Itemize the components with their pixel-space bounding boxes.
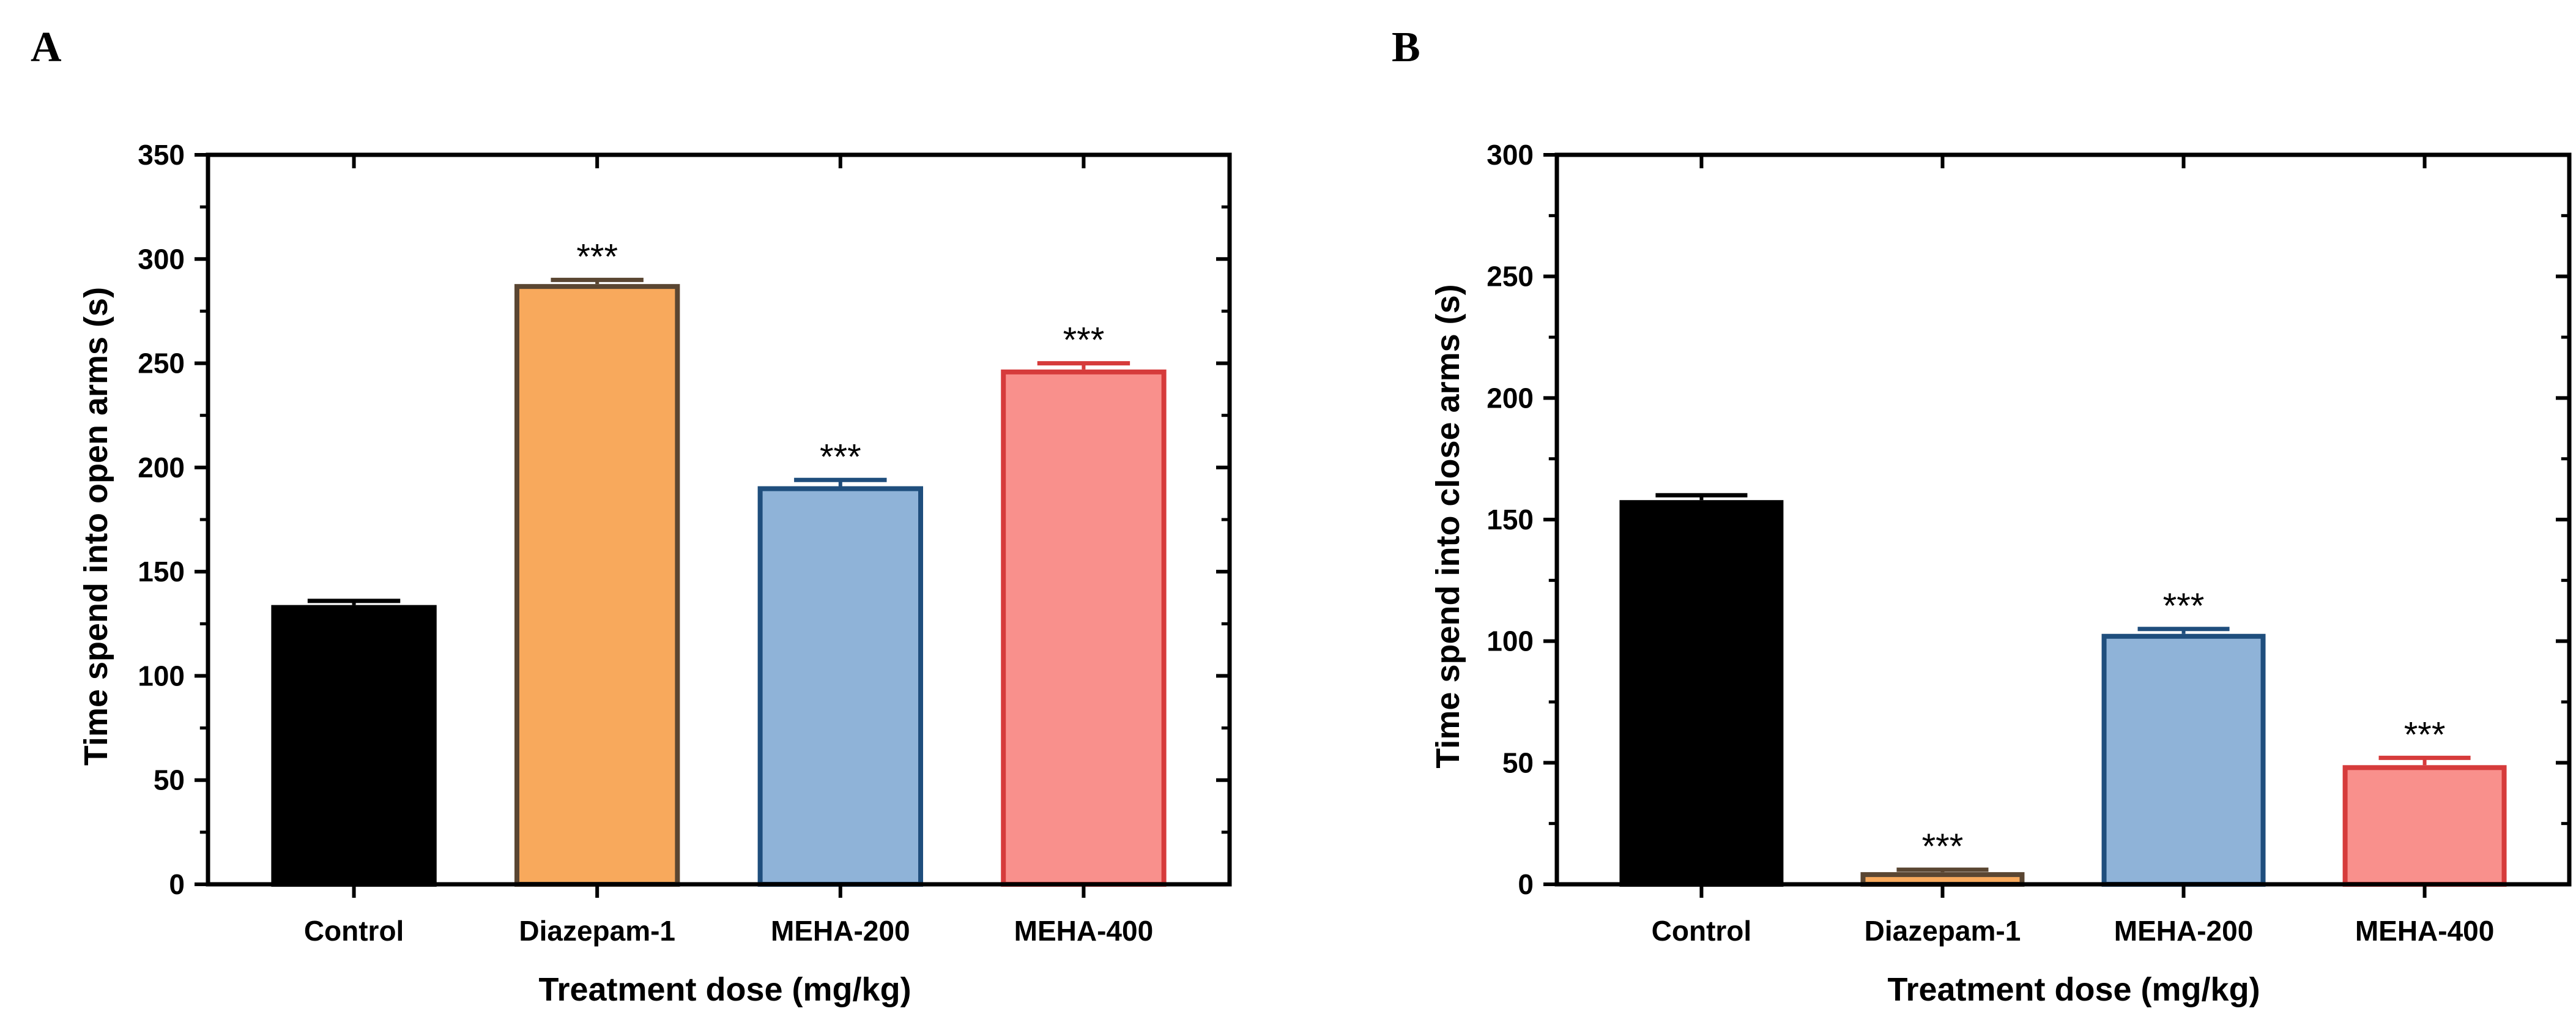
y-tick-label: 100 [1487,625,1534,657]
significance-label: *** [2163,586,2205,626]
y-axis-title: Time spend into close arms (s) [1430,284,1466,768]
bar [2342,765,2507,887]
panel-letter: B [1392,24,1420,71]
bar [757,486,923,887]
y-tick-label: 200 [1487,382,1534,414]
x-axis-title: Treatment dose (mg/kg) [538,971,911,1008]
y-tick-label: 100 [138,660,185,692]
y-tick-label: 200 [138,452,185,483]
x-tick-label: MEHA-400 [2355,915,2495,947]
y-tick-label: 300 [138,243,185,275]
x-tick-label: Diazepam-1 [519,915,675,947]
axes-frame [206,152,1232,887]
x-tick-label: MEHA-200 [771,915,910,947]
panel-a: A Time spend into open arms (s) Treatmen… [31,24,1232,1008]
y-axis-title: Time spend into open arms (s) [78,287,114,766]
plot-area: Control *** Diazepam-1 *** MEHA-200 *** MEHA-4… [1487,139,2572,947]
significance-label: *** [2404,715,2446,755]
plot-area: Control *** Diazepam-1 *** MEHA-200 *** MEHA-4… [138,139,1232,947]
x-tick-label: MEHA-200 [2114,915,2254,947]
x-tick-label: Diazepam-1 [1865,915,2021,947]
y-tick-label: 0 [1518,868,1534,900]
bar [1001,369,1167,887]
y-tick-label: 50 [1502,747,1534,778]
y-tick-label: 350 [138,139,185,171]
significance-label: *** [576,237,618,277]
axes-frame [1554,152,2572,887]
y-tick-label: 150 [138,556,185,587]
y-tick-label: 250 [1487,261,1534,293]
panel-b: B Time spend into close arms (s) Treatme… [1392,24,2572,1008]
bar [514,284,680,887]
x-axis-title: Treatment dose (mg/kg) [1887,971,2260,1008]
significance-label: *** [1063,321,1105,360]
x-tick-label: Control [304,915,404,947]
bar [2101,633,2266,887]
bar [1619,500,1784,887]
y-tick-label: 250 [138,348,185,379]
bar [271,605,437,887]
x-tick-label: MEHA-400 [1014,915,1154,947]
y-tick-label: 50 [154,764,185,796]
y-tick-label: 300 [1487,139,1534,171]
significance-label: *** [820,437,861,477]
y-tick-label: 150 [1487,504,1534,535]
x-tick-label: Control [1652,915,1752,947]
y-tick-label: 0 [169,868,185,900]
significance-label: *** [1922,827,1964,867]
panel-letter: A [31,24,62,71]
